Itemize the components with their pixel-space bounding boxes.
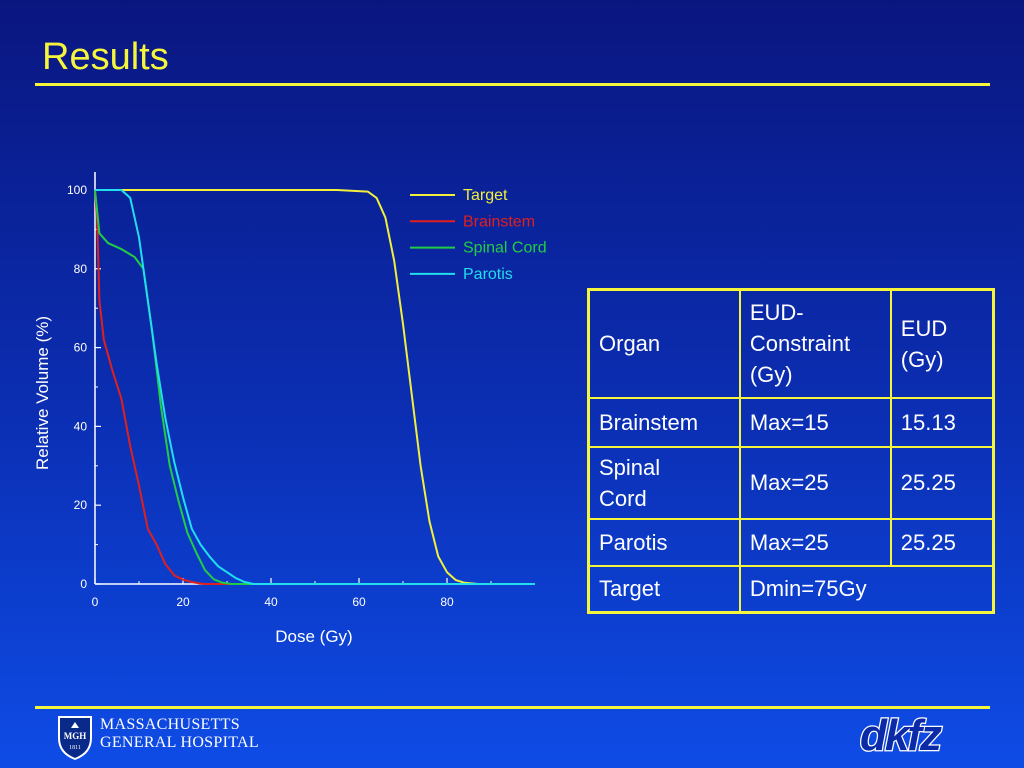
organ-text: Target	[599, 576, 661, 602]
header-constraint-line-2: Constraint	[749, 331, 851, 357]
cell-eud: 15.13	[889, 396, 995, 448]
header-eud-line-1: EUD	[900, 315, 948, 341]
cell-constraint: Dmin=75Gy	[738, 564, 995, 614]
series-line-spinal-cord	[94, 189, 535, 585]
slide-title: Results	[42, 36, 169, 78]
cell-constraint: Max=25	[738, 445, 892, 520]
mgh-shield-year: 1811	[69, 745, 81, 751]
x-axis-title: Dose (Gy)	[275, 627, 352, 646]
header-organ: Organ	[587, 288, 741, 399]
series-line-parotis	[95, 189, 535, 585]
organ-text-line-1: Spinal	[599, 454, 661, 480]
y-tick-label: 80	[74, 262, 88, 276]
mgh-shield-text: MGH	[64, 731, 87, 741]
table-row: Target Dmin=75Gy	[587, 564, 995, 614]
cell-organ: Brainstem	[587, 396, 741, 448]
table-row: Spinal Cord Max=25 25.25	[587, 445, 995, 520]
header-eud-line-2: (Gy)	[900, 346, 944, 372]
cell-constraint: Max=15	[738, 396, 892, 448]
cell-eud: 25.25	[889, 517, 995, 567]
title-underline	[35, 83, 990, 86]
mgh-logo: MGH 1811 MASSACHUSETTS GENERAL HOSPITAL	[56, 714, 266, 760]
organ-text-line-2: Cord	[599, 485, 647, 511]
series-line-target	[95, 189, 535, 585]
x-tick-label: 20	[176, 595, 190, 609]
mgh-shield-icon: MGH 1811	[58, 716, 92, 760]
cell-eud: 25.25	[889, 445, 995, 520]
mgh-name-line-2: GENERAL HOSPITAL	[100, 734, 259, 751]
legend-label-target: Target	[463, 187, 508, 204]
table-row: Parotis Max=25 25.25	[587, 517, 995, 567]
x-tick-label: 40	[264, 595, 278, 609]
header-constraint-line-3: (Gy)	[749, 362, 793, 388]
x-tick-label: 0	[92, 595, 99, 609]
cell-constraint: Max=25	[738, 517, 892, 567]
series-line-brainstem	[94, 189, 535, 585]
y-tick-label: 60	[74, 341, 88, 355]
mgh-name-line-1: MASSACHUSETTS	[100, 716, 240, 733]
organ-text: Parotis	[599, 529, 668, 555]
legend-label-parotis: Parotis	[463, 266, 513, 283]
header-eud: EUD (Gy)	[889, 288, 995, 399]
table-row: Brainstem Max=15 15.13	[587, 396, 995, 448]
header-eud-constraint: EUD- Constraint (Gy)	[738, 288, 892, 399]
y-tick-label: 100	[67, 183, 87, 197]
footer-rule	[35, 706, 990, 709]
y-tick-label: 0	[80, 577, 87, 591]
organ-text: Brainstem	[599, 409, 699, 435]
x-tick-label: 60	[352, 595, 366, 609]
cell-organ: Spinal Cord	[587, 445, 741, 520]
header-constraint-line-1: EUD-	[749, 300, 804, 326]
legend-label-spinal-cord: Spinal Cord	[463, 240, 547, 257]
y-tick-label: 40	[74, 419, 88, 433]
legend-label-brainstem: Brainstem	[463, 213, 535, 230]
cell-organ: Target	[587, 564, 741, 614]
cell-organ: Parotis	[587, 517, 741, 567]
dkfz-logo-text: dkfz	[860, 711, 942, 758]
eud-table: Organ EUD- Constraint (Gy) EUD (Gy) Brai…	[587, 288, 995, 614]
table-header-row: Organ EUD- Constraint (Gy) EUD (Gy)	[587, 288, 995, 399]
header-organ-text: Organ	[599, 331, 661, 357]
dkfz-logo-icon: dkfz	[859, 710, 946, 758]
x-tick-label: 80	[440, 595, 454, 609]
y-axis-title: Relative Volume (%)	[33, 316, 52, 470]
y-tick-label: 20	[74, 498, 88, 512]
